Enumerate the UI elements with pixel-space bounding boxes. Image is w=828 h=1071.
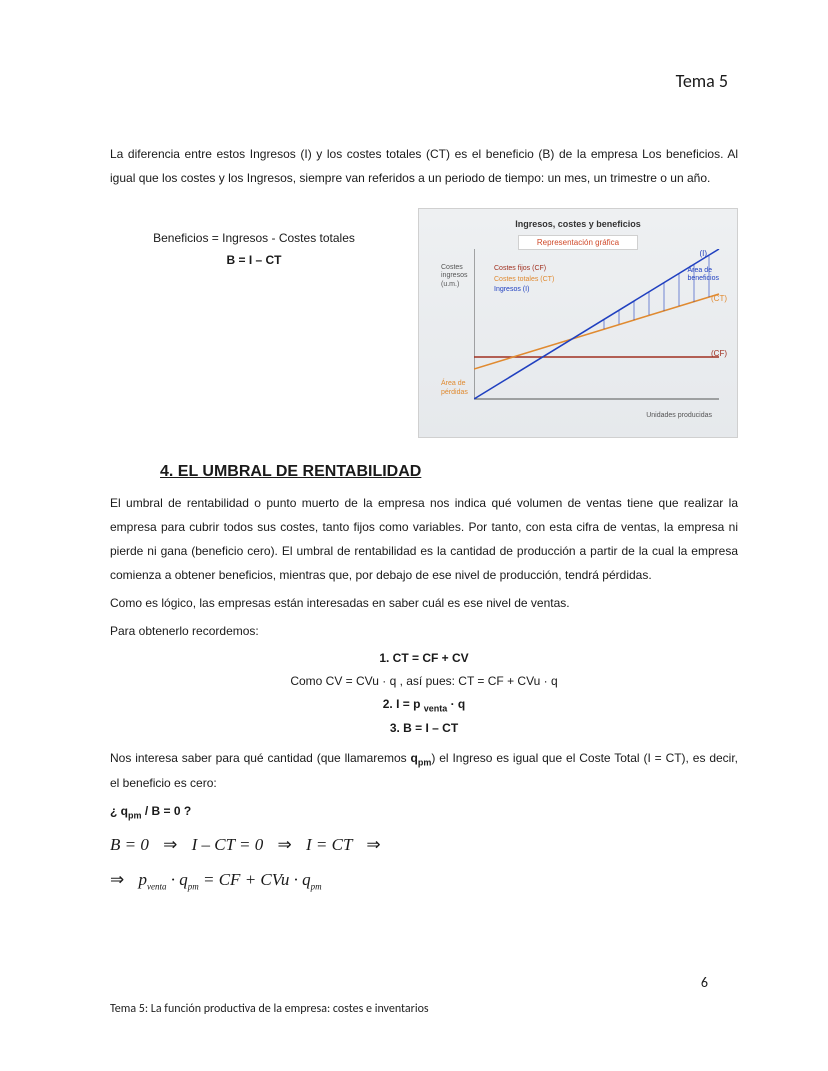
- chart-subtitle: Representación gráfica: [518, 235, 638, 250]
- eq2-sub3: pm: [311, 881, 322, 891]
- f2-pre: 2. I = p: [383, 697, 424, 711]
- formula-line-1: Beneficios = Ingresos - Costes totales: [110, 228, 398, 250]
- eq1-b: I – CT = 0: [192, 835, 264, 854]
- p4-sub: pm: [418, 757, 432, 767]
- p5-sub: pm: [128, 811, 142, 821]
- eq2-p: p: [139, 870, 148, 889]
- footer-text: Tema 5: La función productiva de la empr…: [110, 1002, 429, 1016]
- chart-svg: [474, 249, 729, 404]
- p4-q: q: [411, 751, 418, 765]
- ylabel-2: ingresos: [441, 272, 467, 279]
- equation-line-1: B = 0 ⇒ I – CT = 0 ⇒ I = CT ⇒: [110, 831, 738, 860]
- section-p2: Como es lógico, las empresas están inter…: [110, 591, 738, 615]
- section-p1: El umbral de rentabilidad o punto muerto…: [110, 491, 738, 587]
- area-per-2: pérdidas: [441, 389, 468, 396]
- f2-sub: venta: [424, 703, 448, 713]
- p5-pre: ¿ q: [110, 804, 128, 818]
- arrow-icon: ⇒: [267, 835, 301, 854]
- area-perdidas-label: Área de pérdidas: [441, 380, 468, 397]
- area-per-1: Área de: [441, 380, 466, 387]
- formula-and-chart-row: Beneficios = Ingresos - Costes totales B…: [110, 208, 738, 438]
- f2-post: · q: [447, 697, 465, 711]
- formula-1b: Como CV = CVu · q , así pues: CT = CF + …: [110, 670, 738, 693]
- section-p5: ¿ qpm / B = 0 ?: [110, 799, 738, 824]
- formula-line-2: B = I – CT: [110, 250, 398, 272]
- page-number: 6: [701, 974, 708, 991]
- p4-pre: Nos interesa saber para qué cantidad (qu…: [110, 751, 411, 765]
- formula-2: 2. I = p venta · q: [110, 693, 738, 717]
- eq2-sub2: pm: [188, 881, 199, 891]
- chart-x-label: Unidades producidas: [646, 412, 712, 419]
- arrow-icon: ⇒: [356, 835, 390, 854]
- section-p3: Para obtenerlo recordemos:: [110, 619, 738, 643]
- break-even-chart: Ingresos, costes y beneficios Representa…: [418, 208, 738, 438]
- p5-post: / B = 0 ?: [142, 804, 192, 818]
- section-heading: 4. EL UMBRAL DE RENTABILIDAD: [160, 463, 738, 481]
- eq2-sub1: venta: [147, 881, 167, 891]
- formula-1: 1. CT = CF + CV: [110, 647, 738, 670]
- eq1-c: I = CT: [306, 835, 352, 854]
- arrow-icon: ⇒: [153, 835, 187, 854]
- section-p4: Nos interesa saber para qué cantidad (qu…: [110, 746, 738, 795]
- formula-block: Beneficios = Ingresos - Costes totales B…: [110, 208, 398, 271]
- eq2-mid: · q: [167, 870, 188, 889]
- eq2-eq: = CF + CVu · q: [199, 870, 311, 889]
- chart-y-label: Costes ingresos (u.m.): [441, 264, 467, 289]
- ylabel-1: Costes: [441, 264, 463, 271]
- eq1-a: B = 0: [110, 835, 149, 854]
- intro-paragraph: La diferencia entre estos Ingresos (I) y…: [110, 142, 738, 190]
- equation-line-2: ⇒ pventa · qpm = CF + CVu · qpm: [110, 866, 738, 895]
- page-header-title: Tema 5: [110, 70, 738, 92]
- formula-3: 3. B = I – CT: [110, 717, 738, 740]
- ylabel-3: (u.m.): [441, 281, 459, 288]
- chart-title: Ingresos, costes y beneficios: [419, 209, 737, 229]
- arrow-icon: ⇒: [110, 870, 134, 889]
